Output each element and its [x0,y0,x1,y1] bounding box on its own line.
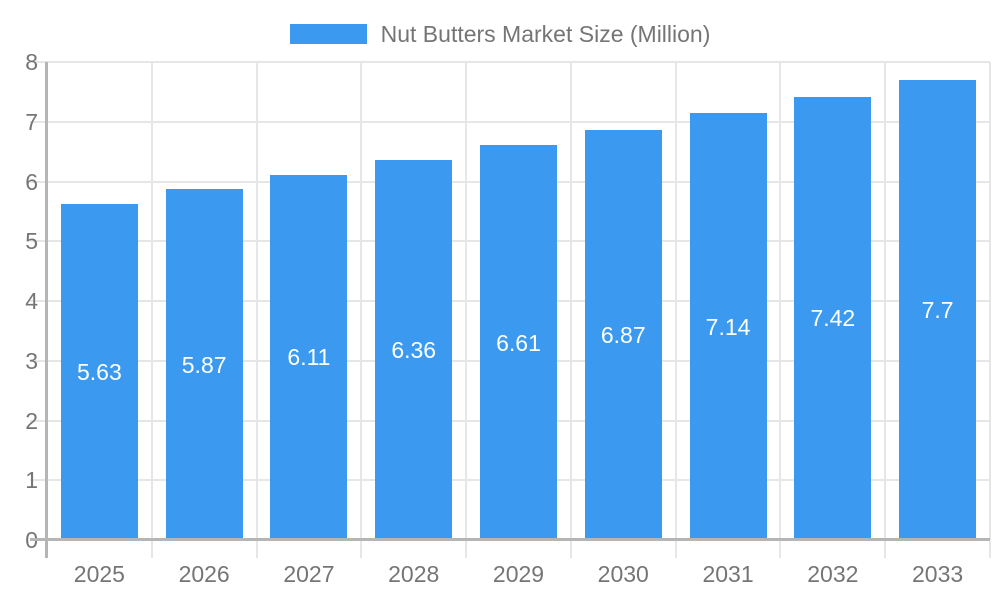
x-axis-label: 2026 [178,561,230,587]
x-axis-tick [360,541,363,558]
x-axis-label: 2033 [912,561,964,587]
y-axis-tick [30,120,47,123]
bar-2031[interactable] [689,113,767,540]
bar-value-2030: 6.87 [600,321,646,348]
bar-2032[interactable] [794,96,872,540]
gridline-horizontal [47,61,990,63]
bar-value-2032: 7.42 [810,305,856,332]
y-axis-label: 2 [25,407,38,434]
bar-value-2025: 5.63 [76,358,122,385]
y-axis-label: 1 [25,467,38,494]
bar-2027[interactable] [270,174,348,540]
y-axis-label: 7 [25,108,38,135]
gridline-vertical [674,62,677,540]
x-axis-label: 2029 [492,561,545,587]
x-axis-label: 2027 [283,561,335,587]
gridline-vertical [255,62,258,540]
x-axis-label: 2025 [73,561,125,587]
y-axis-label: 5 [25,228,38,255]
gridline-vertical [465,62,468,540]
gridline-vertical [989,62,991,540]
x-axis-tick [884,541,887,558]
legend-label: Nut Butters Market Size (Million) [380,21,711,47]
y-axis-tick [30,359,47,362]
bar-value-2031: 7.14 [705,313,751,340]
bar-2030[interactable] [584,129,662,540]
y-axis-label: 4 [25,288,38,314]
x-axis-tick [255,541,258,558]
y-axis-tick [30,180,47,183]
y-axis-label: 6 [25,168,38,195]
bar-2026[interactable] [165,189,243,540]
bar-value-2026: 5.87 [181,351,227,378]
bar-value-2027: 6.11 [287,344,331,371]
bar-2025[interactable] [60,203,138,540]
x-axis-tick [989,541,991,558]
x-axis-label: 2028 [388,561,440,587]
y-axis-tick [30,419,47,422]
gridline-vertical [569,62,572,540]
legend-swatch [289,24,367,44]
x-axis-label: 2032 [807,561,859,587]
bar-2029[interactable] [480,145,557,540]
gridline-vertical [150,62,153,540]
bar-value-2033: 7.7 [921,296,954,323]
y-axis-tick [30,300,47,302]
y-axis-tick [30,61,47,63]
gridline-horizontal [47,120,990,123]
chart-legend[interactable]: Nut Butters Market Size (Million) [0,21,1000,47]
gridline-vertical [779,62,782,540]
x-axis-label: 2031 [702,561,754,587]
y-axis-label: 8 [25,49,38,75]
bar-2033[interactable] [899,79,977,540]
y-axis-label: 3 [25,347,38,374]
gridline-vertical [360,62,363,540]
x-axis-tick [674,541,677,558]
x-axis-tick [465,541,468,558]
x-axis-tick [779,541,782,558]
x-axis-tick [569,541,572,558]
bar-2028[interactable] [375,159,453,540]
bar-value-2029: 6.61 [496,329,541,356]
x-axis-label: 2030 [597,561,649,587]
x-axis-tick [150,541,153,558]
x-axis-line [30,538,990,541]
gridline-vertical [884,62,887,540]
y-axis-tick [30,240,47,243]
y-axis-tick [30,479,47,482]
y-axis-line [45,62,48,558]
bar-value-2028: 6.36 [391,336,437,363]
